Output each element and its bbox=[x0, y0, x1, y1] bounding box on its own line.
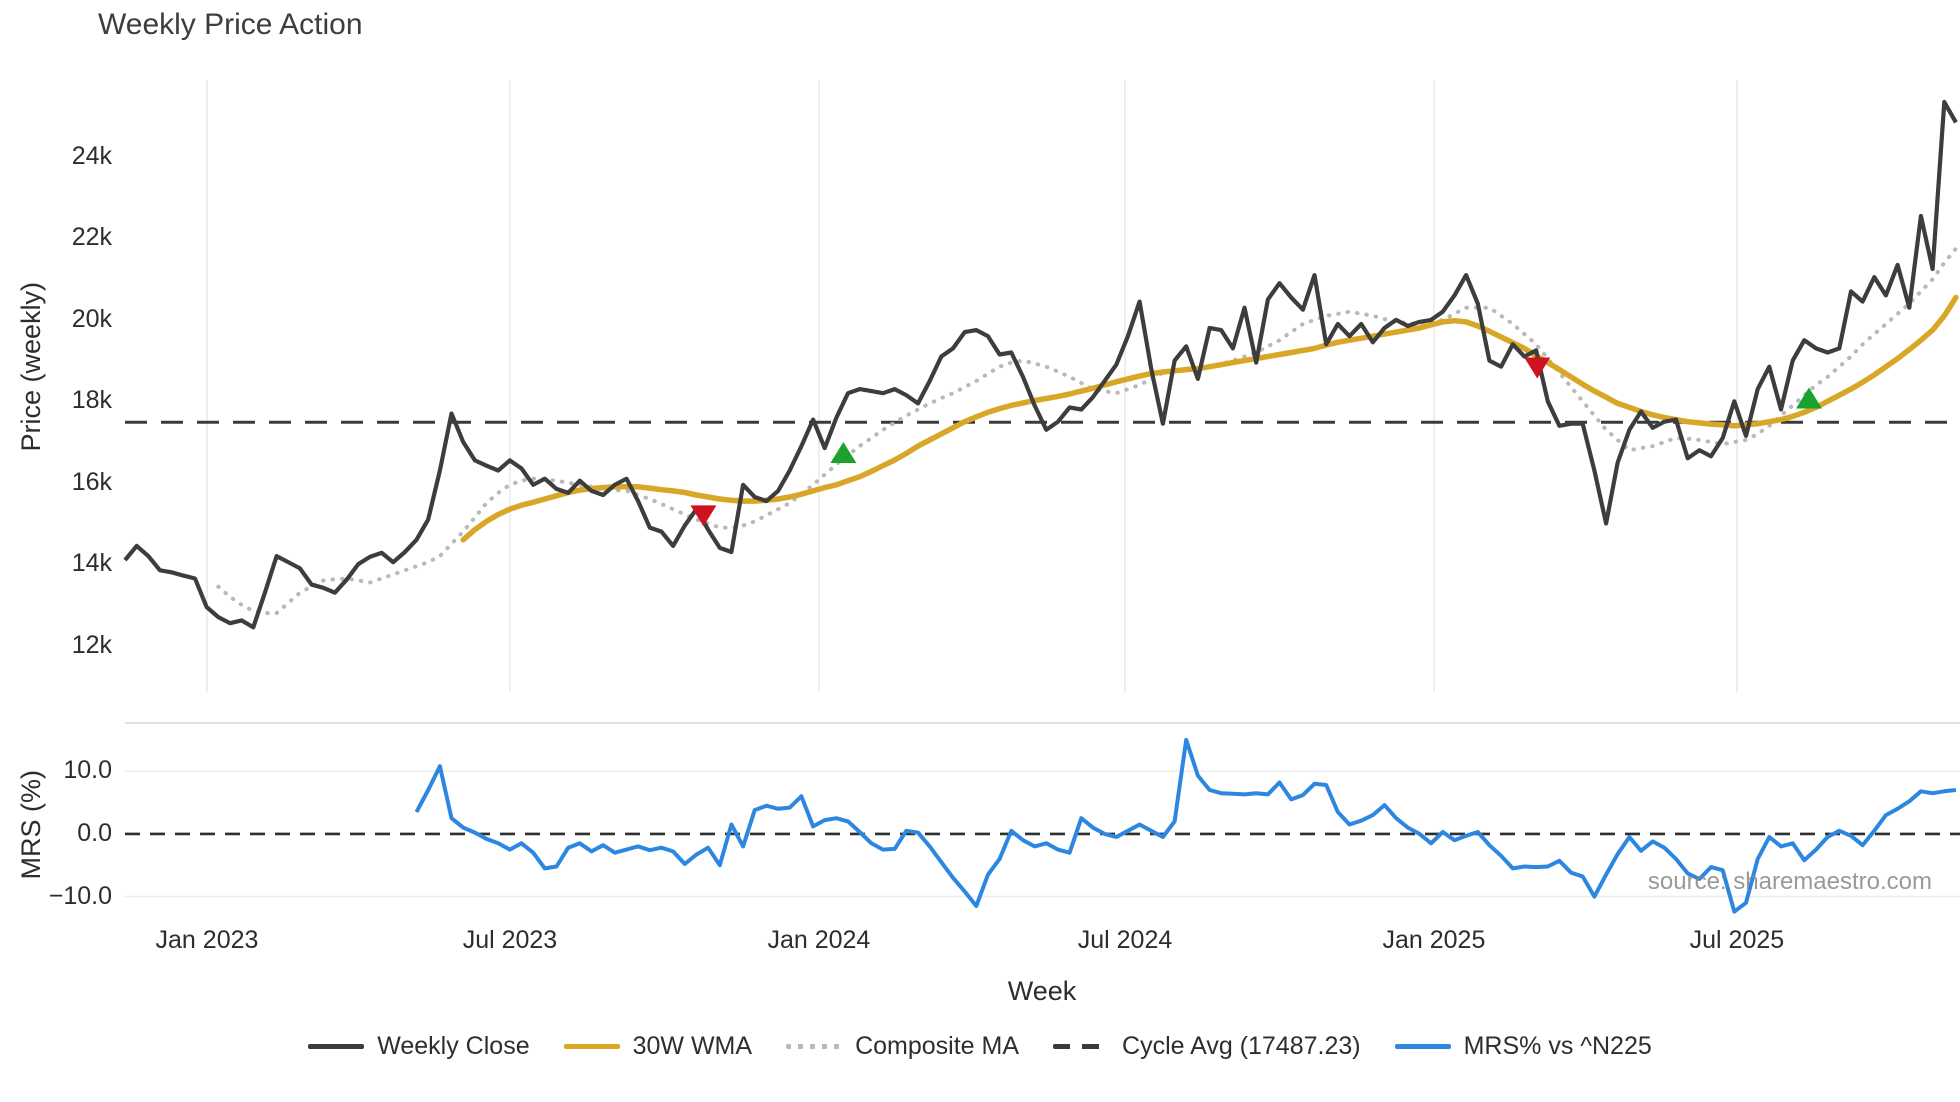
price-tick-label: 22k bbox=[71, 223, 112, 252]
mrs-line[interactable] bbox=[414, 737, 1957, 914]
legend-label: MRS% vs ^N225 bbox=[1463, 1032, 1652, 1060]
buy-signal-marker[interactable] bbox=[1795, 387, 1822, 409]
legend-item-cycle-avg-17487-23[interactable]: Cycle Avg (17487.23) bbox=[1053, 1032, 1361, 1061]
mrs-tick-label: 10.0 bbox=[63, 756, 112, 785]
buy-signal-marker[interactable] bbox=[830, 442, 857, 464]
legend-label: Composite MA bbox=[855, 1032, 1020, 1060]
x-tick-label: Jan 2025 bbox=[1382, 926, 1486, 954]
watermark-text: source: sharemaestro.com bbox=[1647, 868, 1932, 895]
legend-swatch-dashed-icon bbox=[1053, 1044, 1110, 1049]
chart-title: Weekly Price Action bbox=[98, 8, 363, 41]
sell-signal-marker[interactable] bbox=[1524, 357, 1551, 379]
mrs-tick-label: 0.0 bbox=[77, 818, 112, 847]
legend-label: 30W WMA bbox=[632, 1032, 753, 1060]
price-tick-label: 14k bbox=[71, 549, 112, 578]
price-tick-label: 20k bbox=[71, 304, 112, 333]
legend-label: Weekly Close bbox=[377, 1032, 530, 1060]
legend-swatch-solid-icon bbox=[563, 1044, 620, 1049]
legend-swatch-solid-icon bbox=[1394, 1044, 1451, 1049]
mrs-tick-label: −10.0 bbox=[48, 881, 112, 910]
x-axis-label: Week bbox=[1007, 976, 1077, 1006]
legend: Weekly Close 30W WMA Composite MA Cycle Avg… bbox=[0, 1032, 1960, 1061]
wma-30w-line[interactable] bbox=[460, 294, 1959, 543]
x-tick-label: Jul 2025 bbox=[1689, 926, 1785, 954]
legend-label: Cycle Avg (17487.23) bbox=[1122, 1032, 1361, 1060]
legend-item-mrs-vs-n225[interactable]: MRS% vs ^N225 bbox=[1394, 1032, 1652, 1061]
x-tick-label: Jan 2024 bbox=[767, 926, 871, 954]
legend-swatch-dotted-icon bbox=[786, 1044, 843, 1049]
price-tick-label: 16k bbox=[71, 467, 112, 496]
price-tick-label: 24k bbox=[71, 142, 112, 170]
x-tick-label: Jan 2023 bbox=[155, 926, 259, 954]
legend-item-30w-wma[interactable]: 30W WMA bbox=[563, 1032, 753, 1061]
legend-item-weekly-close[interactable]: Weekly Close bbox=[308, 1032, 530, 1061]
legend-swatch-solid-icon bbox=[308, 1044, 365, 1049]
legend-item-composite-ma[interactable]: Composite MA bbox=[786, 1032, 1019, 1061]
price-tick-label: 18k bbox=[71, 386, 112, 415]
sell-signal-marker[interactable] bbox=[690, 505, 717, 527]
weekly-close-line[interactable] bbox=[123, 99, 1958, 630]
price-tick-label: 12k bbox=[71, 630, 112, 659]
composite-ma-line[interactable] bbox=[216, 246, 1958, 616]
x-tick-label: Jul 2024 bbox=[1077, 926, 1173, 954]
x-tick-label: Jul 2023 bbox=[462, 926, 558, 954]
